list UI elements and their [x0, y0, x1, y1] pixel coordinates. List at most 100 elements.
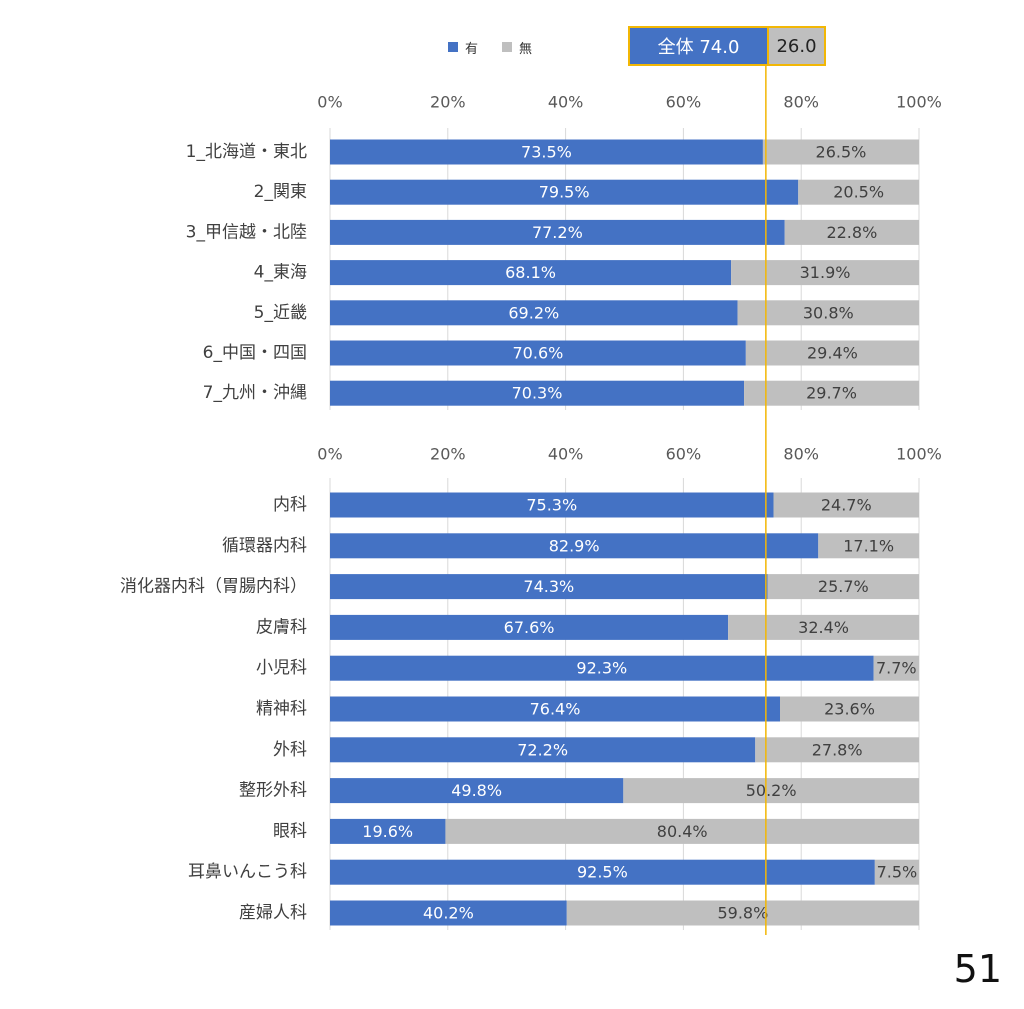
data-label-yes-1-8: 19.6%	[362, 822, 413, 841]
category-label-0-2: 3_甲信越・北陸	[186, 222, 307, 242]
data-label-no-1-4: 7.7%	[876, 659, 917, 678]
category-label-1-0: 内科	[273, 495, 307, 515]
page-number: 51	[953, 947, 1002, 991]
data-label-no-1-1: 17.1%	[843, 536, 894, 555]
data-label-no-0-4: 30.8%	[803, 303, 854, 322]
x-tick-label-0-2: 40%	[548, 93, 584, 112]
category-label-0-5: 6_中国・四国	[203, 343, 307, 363]
x-tick-label-0-4: 80%	[783, 93, 819, 112]
x-tick-label-1-4: 80%	[783, 445, 819, 464]
data-label-yes-1-3: 67.6%	[504, 618, 555, 637]
x-tick-label-0-5: 100%	[896, 93, 942, 112]
bar-no-0-3	[731, 260, 919, 286]
category-label-1-6: 外科	[273, 740, 307, 760]
category-label-1-8: 眼科	[273, 821, 307, 841]
bar-no-1-4	[873, 655, 919, 681]
bar-yes-1-10	[330, 900, 567, 926]
data-label-yes-0-4: 69.2%	[508, 303, 559, 322]
x-tick-label-1-5: 100%	[896, 445, 942, 464]
data-label-no-0-6: 29.7%	[806, 384, 857, 403]
bar-yes-1-7	[330, 778, 624, 804]
bar-no-0-4	[737, 300, 919, 326]
legend-label-no: 無	[519, 41, 533, 57]
bar-yes-0-2	[330, 219, 785, 245]
x-tick-label-1-0: 0%	[317, 445, 342, 464]
legend-item-no: 無	[502, 38, 532, 57]
bar-yes-1-9	[330, 859, 875, 885]
data-label-no-1-9: 7.5%	[877, 863, 918, 882]
category-label-1-1: 循環器内科	[222, 536, 307, 556]
data-label-yes-1-2: 74.3%	[523, 577, 574, 596]
data-label-no-0-1: 20.5%	[833, 183, 884, 202]
x-tick-label-0-3: 60%	[666, 93, 702, 112]
bar-no-1-10	[566, 900, 919, 926]
data-label-yes-1-4: 92.3%	[576, 659, 627, 678]
overall-no-value: 26.0	[767, 28, 824, 64]
data-label-no-1-10: 59.8%	[717, 904, 768, 923]
x-tick-label-1-3: 60%	[666, 445, 702, 464]
bar-yes-1-5	[330, 696, 780, 722]
data-label-no-0-3: 31.9%	[800, 263, 851, 282]
data-label-yes-0-5: 70.6%	[513, 344, 564, 363]
data-label-yes-1-5: 76.4%	[530, 700, 581, 719]
legend-swatch-yes	[448, 42, 458, 52]
bar-yes-0-4	[330, 300, 738, 326]
data-label-no-0-2: 22.8%	[826, 223, 877, 242]
category-label-0-1: 2_関東	[254, 182, 307, 202]
legend-swatch-no	[502, 42, 513, 52]
data-label-no-1-5: 23.6%	[824, 700, 875, 719]
data-label-yes-0-0: 73.5%	[521, 143, 572, 162]
x-tick-label-0-0: 0%	[317, 93, 342, 112]
category-label-0-4: 5_近畿	[254, 303, 307, 323]
data-label-no-0-0: 26.5%	[816, 143, 867, 162]
data-label-no-1-6: 27.8%	[812, 740, 863, 759]
bar-no-1-6	[755, 737, 919, 763]
category-label-0-0: 1_北海道・東北	[186, 142, 307, 162]
category-label-1-4: 小児科	[256, 658, 307, 678]
x-tick-label-1-2: 40%	[548, 445, 584, 464]
bar-no-1-9	[874, 859, 919, 885]
overall-yes-value: 全体 74.0	[630, 28, 767, 64]
category-label-1-2: 消化器内科（胃腸内科）	[120, 577, 307, 597]
data-label-yes-0-2: 77.2%	[532, 223, 583, 242]
overall-summary-box: 全体 74.0 26.0	[628, 26, 826, 66]
bar-no-1-8	[445, 818, 919, 844]
bar-yes-0-5	[330, 340, 746, 366]
bar-no-1-2	[767, 574, 919, 600]
bar-yes-1-3	[330, 614, 729, 640]
data-label-no-0-5: 29.4%	[807, 344, 858, 363]
bar-no-1-7	[623, 778, 919, 804]
data-label-no-1-8: 80.4%	[657, 822, 708, 841]
bar-no-1-0	[773, 492, 919, 518]
data-label-no-1-0: 24.7%	[821, 496, 872, 515]
data-label-yes-1-0: 75.3%	[526, 496, 577, 515]
bar-no-0-2	[784, 219, 919, 245]
data-label-yes-1-1: 82.9%	[549, 536, 600, 555]
data-label-yes-1-6: 72.2%	[517, 740, 568, 759]
bar-yes-1-0	[330, 492, 774, 518]
data-label-no-1-3: 32.4%	[798, 618, 849, 637]
data-label-no-1-7: 50.2%	[746, 781, 797, 800]
legend-label-yes: 有	[465, 41, 479, 57]
bar-yes-1-8	[330, 818, 446, 844]
data-label-no-1-2: 25.7%	[818, 577, 869, 596]
bar-yes-0-3	[330, 260, 732, 286]
bar-yes-0-1	[330, 179, 799, 205]
category-label-1-7: 整形外科	[239, 781, 307, 801]
category-label-0-6: 7_九州・沖縄	[203, 383, 307, 403]
bar-no-1-5	[779, 696, 919, 722]
category-label-1-5: 精神科	[256, 699, 307, 719]
bar-yes-0-6	[330, 380, 745, 406]
data-label-yes-1-7: 49.8%	[451, 781, 502, 800]
bar-no-0-6	[744, 380, 919, 406]
x-tick-label-1-1: 20%	[430, 445, 466, 464]
x-tick-label-0-1: 20%	[430, 93, 466, 112]
bar-yes-1-1	[330, 533, 819, 559]
bar-yes-1-2	[330, 574, 768, 600]
data-label-yes-0-3: 68.1%	[505, 263, 556, 282]
category-label-0-3: 4_東海	[254, 263, 307, 283]
data-label-yes-0-6: 70.3%	[512, 384, 563, 403]
bar-no-0-5	[745, 340, 919, 366]
legend-item-yes: 有	[448, 38, 478, 57]
data-label-yes-0-1: 79.5%	[539, 183, 590, 202]
